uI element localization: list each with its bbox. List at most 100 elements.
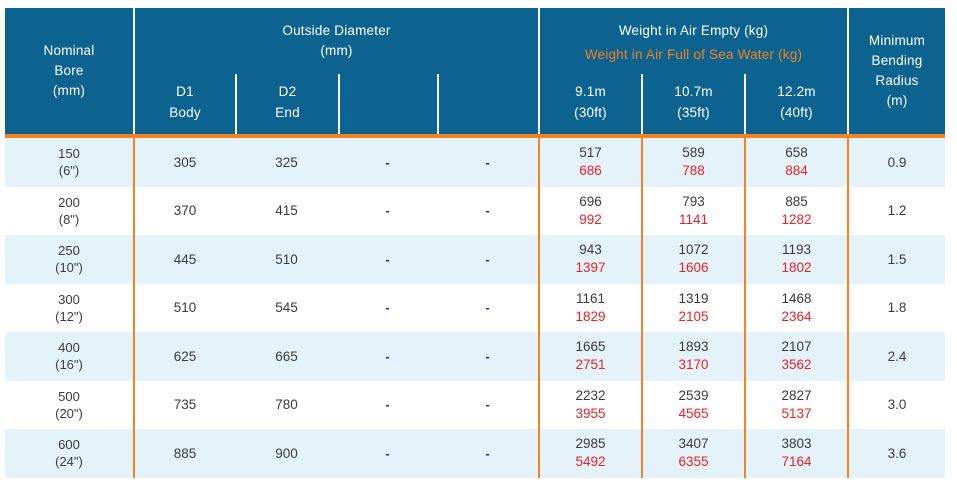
weight-empty: 1072 [678, 242, 709, 258]
cell-od-3: - [385, 300, 390, 316]
cell-od-4: - [485, 445, 490, 461]
header-outside-diameter-title: Outside Diameter (mm) [282, 23, 391, 58]
bore-mm: 400 [58, 340, 80, 356]
weight-full-seawater: 686 [579, 163, 602, 179]
weight-empty: 943 [579, 242, 602, 258]
cell-od-3: - [385, 397, 390, 413]
weight-empty: 1319 [678, 290, 709, 306]
cell-d2-end: 510 [275, 251, 298, 267]
table-body: 150 (6") 305 325 - - 517 686 589 788 658… [5, 138, 945, 478]
weight-full-seawater: 3170 [678, 357, 709, 373]
cell-od-3: - [385, 203, 390, 219]
header-weight-titles: Weight in Air Empty (kg) Weight in Air F… [540, 8, 847, 74]
weight-empty: 2827 [781, 387, 812, 403]
weight-full-seawater: 6355 [678, 454, 709, 470]
header-group-outside-diameter: Outside Diameter (mm) D1 Body D2 End [133, 8, 538, 134]
weight-empty: 1468 [781, 290, 812, 306]
cell-min-bending-radius: 2.4 [847, 332, 945, 381]
cell-nominal-bore: 250 (10") [5, 235, 133, 284]
weight-full-seawater: 1141 [678, 211, 709, 227]
weight-empty: 2107 [781, 339, 812, 355]
bore-inch: (12") [55, 308, 83, 324]
cell-min-bending-radius: 1.8 [847, 283, 945, 332]
bore-mm: 600 [58, 437, 80, 453]
cell-od-4: - [485, 348, 490, 364]
header-group-weight: Weight in Air Empty (kg) Weight in Air F… [538, 8, 847, 134]
weight-empty: 658 [785, 145, 808, 161]
weight-full-seawater: 1397 [575, 260, 606, 276]
cell-nominal-bore: 200 (8") [5, 187, 133, 236]
cell-d1-body: 370 [133, 186, 235, 235]
bore-inch: (20") [55, 405, 83, 421]
cell-min-bending-radius: 1.5 [847, 235, 945, 284]
cell-nominal-bore: 150 (6") [5, 138, 133, 187]
cell-weight-9-1m: 517 686 [538, 138, 641, 187]
cell-od-3: - [385, 348, 390, 364]
header-weight-empty-title: Weight in Air Empty (kg) [618, 22, 769, 38]
cell-weight-10-7m: 2539 4565 [641, 380, 744, 429]
weight-full-seawater: 1282 [781, 211, 812, 227]
weight-full-seawater: 1802 [781, 260, 812, 276]
cell-d2-end: 545 [275, 300, 298, 316]
cell-od-4: - [485, 300, 490, 316]
cell-min-bending-radius: 3.0 [847, 380, 945, 429]
bore-mm: 150 [58, 146, 80, 162]
weight-empty: 589 [682, 145, 705, 161]
cell-weight-9-1m: 696 992 [538, 186, 641, 235]
cell-weight-12-2m: 3803 7164 [744, 429, 847, 478]
weight-full-seawater: 5492 [575, 454, 606, 470]
table-row: 250 (10") 445 510 - - 943 1397 1072 1606… [5, 235, 945, 284]
cell-d1-body: 885 [133, 429, 235, 478]
cell-d2-end: 665 [275, 348, 298, 364]
subcol-feet: (35ft) [677, 105, 710, 120]
cell-weight-9-1m: 1161 1829 [538, 283, 641, 332]
weight-full-seawater: 1829 [575, 308, 606, 324]
cell-od-4: - [485, 154, 490, 170]
weight-full-seawater: 7164 [781, 454, 812, 470]
bore-mm: 500 [58, 388, 80, 404]
bore-inch: (10") [55, 260, 83, 276]
table-row: 500 (20") 735 780 - - 2232 3955 2539 456… [5, 380, 945, 429]
header-od-subrow: D1 Body D2 End [135, 74, 538, 134]
table-row: 400 (16") 625 665 - - 1665 2751 1893 317… [5, 332, 945, 381]
cell-weight-10-7m: 1072 1606 [641, 235, 744, 284]
weight-empty: 1893 [678, 339, 709, 355]
header-subcol-d1: D1 Body [135, 74, 235, 134]
cell-min-bending-radius: 3.6 [847, 429, 945, 478]
cell-weight-12-2m: 1193 1802 [744, 235, 847, 284]
weight-full-seawater: 4565 [678, 405, 709, 421]
cell-weight-10-7m: 3407 6355 [641, 429, 744, 478]
weight-empty: 1193 [781, 242, 812, 258]
weight-full-seawater: 2364 [781, 308, 812, 324]
cell-od-3: - [385, 251, 390, 267]
subcol-feet: (40ft) [780, 105, 813, 120]
cell-d1-body: 445 [133, 235, 235, 284]
cell-d1-body: 305 [133, 138, 235, 187]
cell-od-3: - [385, 154, 390, 170]
subcol-code: D1 [176, 84, 194, 99]
cell-weight-12-2m: 1468 2364 [744, 283, 847, 332]
cell-od-4: - [485, 397, 490, 413]
weight-full-seawater: 992 [579, 211, 602, 227]
weight-empty: 2539 [678, 387, 709, 403]
cell-od-4: - [485, 251, 490, 267]
cell-d1-body: 510 [133, 283, 235, 332]
header-subcol-d2: D2 End [235, 74, 338, 134]
cell-weight-9-1m: 2985 5492 [538, 429, 641, 478]
header-subcol-od-3 [338, 74, 437, 134]
subcol-length: 9.1m [575, 84, 606, 99]
header-min-bending-radius: Minimum Bending Radius (m) [847, 8, 945, 134]
bore-inch: (6") [58, 163, 80, 179]
weight-empty: 3803 [781, 436, 812, 452]
subcol-length: 12.2m [777, 84, 816, 99]
weight-full-seawater: 3955 [575, 405, 606, 421]
cell-weight-10-7m: 1893 3170 [641, 332, 744, 381]
cell-weight-12-2m: 2107 3562 [744, 332, 847, 381]
header-divider-bar [5, 134, 945, 138]
header-weight-subrow: 9.1m (30ft) 10.7m (35ft) 12.2m (40ft) [540, 74, 847, 134]
cell-d2-end: 325 [275, 154, 298, 170]
cell-d1-body: 735 [133, 380, 235, 429]
table-row: 300 (12") 510 545 - - 1161 1829 1319 210… [5, 283, 945, 332]
cell-weight-12-2m: 658 884 [744, 138, 847, 187]
subcol-length: 10.7m [674, 84, 713, 99]
